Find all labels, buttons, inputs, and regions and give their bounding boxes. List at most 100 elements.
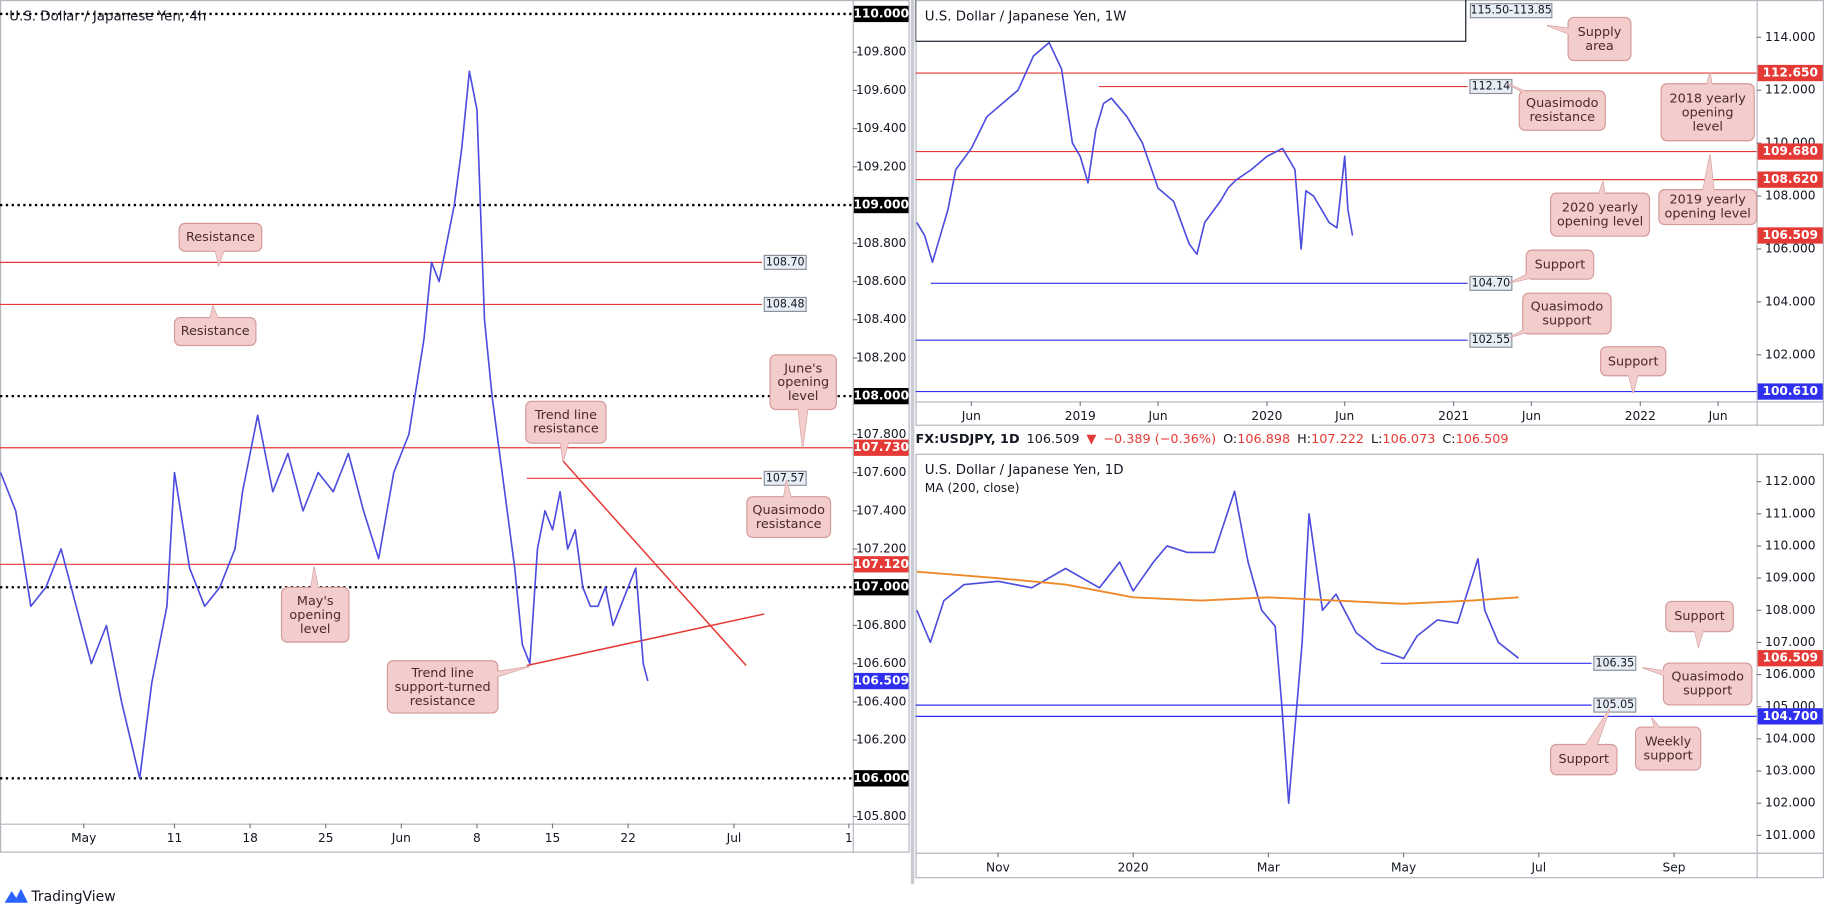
callout-text-box: 2020 yearly opening level	[1556, 199, 1644, 229]
callout-text: Quasimodo support	[1671, 668, 1744, 698]
callout-joint	[1642, 667, 1708, 691]
ohlc-label: O:	[1223, 431, 1238, 447]
y-tick-label: 112.000	[1765, 83, 1815, 97]
level-badge	[1757, 650, 1823, 667]
level-label: 106.509	[1762, 228, 1818, 242]
level-box-label: 108.70	[766, 255, 805, 268]
callout-text-box: Quasimodo resistance	[1526, 96, 1599, 124]
callout-text-box: 2019 yearly opening level	[1665, 193, 1751, 221]
y-tick-label: 106.000	[1765, 241, 1815, 255]
y-tick-label: 108.200	[856, 350, 906, 364]
y-tick-label: 112.000	[1765, 474, 1815, 488]
y-tick-label: 108.600	[856, 274, 906, 288]
callout-joint	[1509, 306, 1567, 338]
quote-row: FX:USDJPY, 1D 106.509 ▼ −0.389 (−0.36%) O:10…	[915, 430, 1753, 449]
x-tick-label: Sep	[1663, 860, 1686, 874]
callout-joint	[1507, 83, 1571, 111]
x-tick-label: May	[71, 831, 96, 845]
level-box	[763, 254, 807, 270]
callout-text: Support	[1558, 751, 1610, 767]
level-box	[763, 296, 807, 312]
callout-text: Resistance	[185, 229, 255, 245]
level-label: 104.700	[1762, 709, 1818, 723]
quote-bar: FX:USDJPY, 1D 106.509 ▼ −0.389 (−0.36%) O:10…	[915, 430, 1753, 449]
level-badge	[1757, 143, 1823, 160]
x-tick-label: 22	[620, 831, 636, 845]
ohlc-label: L:	[1370, 431, 1383, 447]
y-tick-label: 105.800	[856, 809, 906, 823]
ohlc-item: H:107.222	[1297, 430, 1364, 449]
price-line	[916, 490, 1520, 804]
x-tick-label: 2020	[1251, 409, 1282, 423]
level-box-label: 108.48	[766, 297, 805, 310]
direction: ▼	[1086, 431, 1097, 447]
plot-area	[915, 0, 1757, 393]
x-tick-label: Jul	[1530, 860, 1546, 874]
level-box-label: 102.55	[1472, 333, 1511, 346]
callout-joint	[1625, 361, 1642, 394]
level-label: 109.000	[853, 198, 909, 212]
callout-text-box: Resistance	[185, 229, 255, 245]
series-label: MA (200, close)	[925, 481, 1020, 495]
level-box-label: 104.70	[1472, 276, 1511, 289]
level-label: 110.000	[853, 6, 909, 20]
callout-text-box: Quasimodo resistance	[752, 501, 825, 532]
trend-line	[526, 613, 765, 667]
level-label: 106.509	[1762, 651, 1818, 665]
trend-line	[562, 460, 747, 667]
x-tick-label: Jun	[391, 831, 411, 845]
chart-title: U.S. Dollar / Japanese Yen, 4h	[9, 9, 206, 24]
ohlc-item: C:106.509	[1442, 430, 1508, 449]
zone-label-box	[1469, 3, 1553, 19]
y-tick-label: 114.000	[1765, 30, 1815, 44]
brand: TradingView	[30, 889, 115, 905]
level-box-label: 106.35	[1596, 656, 1635, 669]
callout-text: Resistance	[180, 323, 250, 339]
level-badge	[853, 556, 909, 573]
panel-border	[0, 0, 910, 853]
callout-joint	[795, 382, 812, 448]
panel-border	[915, 0, 1824, 426]
y-tick-label: 104.000	[1765, 731, 1815, 745]
y-tick-label: 108.000	[1765, 189, 1815, 203]
price-line	[0, 70, 649, 780]
callout-text-box: Resistance	[180, 323, 250, 339]
x-tick-label: Jul	[726, 831, 742, 845]
ohlc-value: 106.073	[1382, 431, 1436, 447]
callout-text: Quasimodo resistance	[752, 501, 825, 532]
ohlc-label: H:	[1297, 431, 1312, 447]
plot-area	[915, 490, 1757, 804]
level-box	[1593, 655, 1637, 671]
callout-text: Trend line resistance	[533, 407, 599, 437]
callout-text-box: Trend line resistance	[533, 407, 599, 437]
y-tick-label: 106.400	[856, 694, 906, 708]
level-badge	[1757, 227, 1823, 244]
callout-joint	[1699, 154, 1716, 208]
level-badge	[853, 439, 909, 456]
y-tick-label: 107.200	[856, 542, 906, 556]
level-badge	[853, 5, 909, 23]
logo-mark	[4, 888, 28, 903]
level-badge	[853, 770, 909, 787]
level-badge	[1757, 383, 1823, 400]
x-tick-label: Jun	[1334, 409, 1354, 423]
level-badge	[1757, 171, 1823, 188]
y-tick-label: 110.000	[1765, 538, 1815, 552]
callout-joint	[1591, 181, 1609, 215]
callout-text: 2020 yearly opening level	[1556, 199, 1644, 229]
x-tick-label: Nov	[986, 860, 1010, 874]
level-box	[1593, 697, 1637, 713]
callout-text: June's opening level	[777, 360, 830, 404]
ma-line	[916, 570, 1519, 605]
y-tick-label: 109.000	[1765, 571, 1815, 585]
zone-label: 115.50-113.85	[1470, 4, 1551, 17]
y-tick-label: 108.000	[1765, 603, 1815, 617]
level-label: 112.650	[1762, 66, 1818, 80]
x-tick-label: 8	[473, 831, 481, 845]
plot-area	[0, 12, 853, 780]
y-tick-label: 107.800	[856, 427, 906, 441]
y-tick-label: 109.800	[856, 45, 906, 59]
y-tick-label: 107.400	[856, 503, 906, 517]
